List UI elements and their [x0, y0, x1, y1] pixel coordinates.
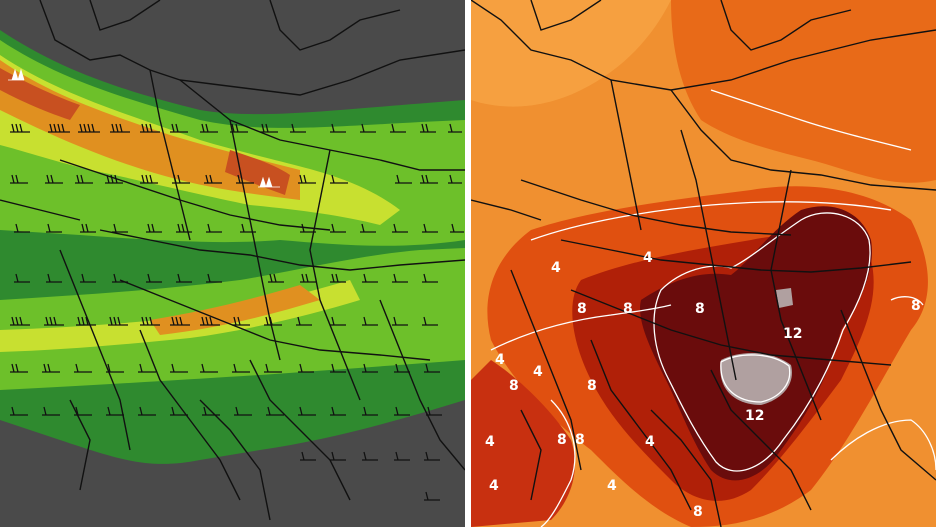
- contour-4-ne: [710, 89, 912, 151]
- temperature-anomaly-map: 4 4 8 8 8 12 4 4 8 8 12 4 8 8 4 4 4 8 8: [471, 0, 936, 527]
- contour-4-west: [490, 304, 672, 351]
- contour-label: 4: [495, 352, 505, 368]
- contour-label: 8: [623, 301, 633, 317]
- anomaly-field-extreme: [640, 206, 872, 481]
- pennant-west: [8, 68, 25, 81]
- contour-label: 4: [533, 364, 543, 380]
- jet-stream-south: [150, 285, 320, 335]
- wind-map-panel: [0, 0, 465, 527]
- wind-barb-row: [10, 363, 440, 373]
- contour-label: 4: [551, 260, 561, 276]
- jet-core-central: [225, 150, 290, 195]
- contour-label: 8: [575, 432, 585, 448]
- contour-label: 4: [485, 434, 495, 450]
- country-borders: [471, 0, 936, 527]
- contour-label: 8: [693, 504, 703, 520]
- wind-field-strong-south: [0, 280, 360, 352]
- jet-stream-north: [0, 60, 300, 200]
- contour-label: 8: [587, 378, 597, 394]
- temperature-anomaly-panel: 4 4 8 8 8 12 4 4 8 8 12 4 8 8 4 4 4 8 8: [471, 0, 936, 527]
- contour-label: 8: [557, 432, 567, 448]
- contour-label: 12: [783, 326, 802, 342]
- contour-labels: 4 4 8 8 8 12 4 4 8 8 12 4 8 8 4 4 4 8 8: [485, 250, 921, 520]
- wind-barb-row: [14, 223, 464, 233]
- contour-8-italy: [540, 399, 576, 527]
- contour-label: 4: [643, 250, 653, 266]
- contour-4-north: [530, 201, 892, 241]
- contour-8-east: [890, 296, 924, 306]
- jet-core-west: [0, 68, 80, 120]
- contour-label: 8: [577, 301, 587, 317]
- contour-label: 8: [911, 298, 921, 314]
- contour-label: 8: [695, 301, 705, 317]
- anomaly-field-hot-ne: [671, 0, 936, 183]
- contour-label: 12: [745, 408, 764, 424]
- contour-label: 4: [645, 434, 655, 450]
- anomaly-field-peak: [720, 353, 792, 405]
- wind-barb-row: [10, 123, 462, 133]
- anomaly-contours: [490, 89, 936, 527]
- anomaly-field-peak-small: [776, 288, 793, 308]
- wind-pennants: [8, 68, 280, 188]
- contour-label: 8: [509, 378, 519, 394]
- contour-8: [653, 212, 871, 472]
- panel-divider: [465, 0, 471, 527]
- wind-barb-row: [10, 406, 442, 416]
- wind-barb-row: [10, 174, 462, 184]
- anomaly-field-warm-nw: [471, 0, 671, 107]
- wind-map: [0, 0, 465, 527]
- country-borders: [0, 0, 465, 521]
- anomaly-field-very-hot-italy: [471, 360, 575, 527]
- pennant-central: [258, 176, 280, 188]
- contour-12: [720, 354, 791, 403]
- contour-label: 4: [607, 478, 617, 494]
- wind-barb-row: [300, 451, 440, 501]
- contour-4-east: [830, 419, 936, 471]
- wind-barb-row: [14, 273, 438, 283]
- contour-label: 4: [489, 478, 499, 494]
- wind-barbs: [10, 123, 464, 501]
- wind-barb-row: [10, 316, 438, 326]
